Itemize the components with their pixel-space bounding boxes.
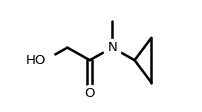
Text: O: O — [85, 87, 95, 100]
Text: HO: HO — [25, 54, 46, 67]
Text: N: N — [107, 41, 117, 54]
